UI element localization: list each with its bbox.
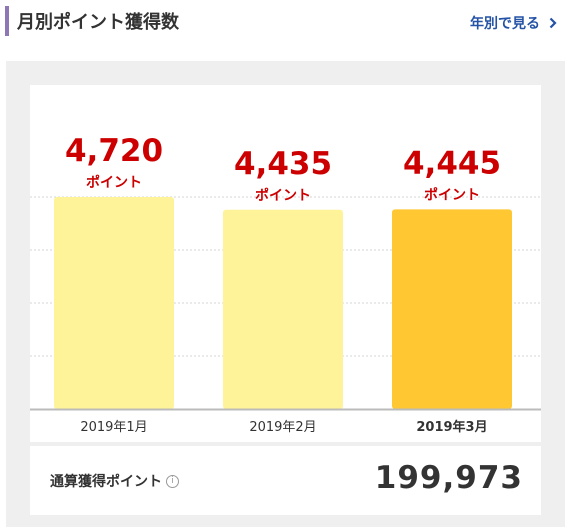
category-label-1: 2019年1月 (80, 420, 147, 435)
total-points-card: 通算獲得ポイント i 199,973 (30, 446, 541, 515)
unit-label-1: ポイント (86, 174, 142, 191)
chevron-right-icon (549, 17, 557, 29)
total-points-value: 199,973 (374, 460, 523, 496)
value-label-1: 4,720 (65, 133, 163, 169)
unit-label-2: ポイント (255, 187, 311, 204)
category-label-3: 2019年3月 (416, 419, 487, 435)
page-header: 月別ポイント獲得数 年別で見る (0, 0, 565, 46)
bar-3 (392, 209, 512, 409)
bar-1 (54, 197, 174, 409)
value-label-2: 4,435 (234, 146, 332, 182)
header-accent-bar (5, 6, 9, 36)
bar-2 (223, 209, 343, 409)
info-icon[interactable]: i (166, 474, 179, 488)
value-label-3: 4,445 (403, 145, 501, 181)
view-by-year-label: 年別で見る (470, 16, 540, 32)
bar-chart: 4,720 ポイント 2019年1月 4,435 ポイント 2019年2月 4,445 ポイン… (30, 133, 541, 435)
total-points-label: 通算獲得ポイント (50, 474, 162, 490)
page-title: 月別ポイント獲得数 (17, 12, 179, 33)
monthly-points-chart: 4,720 ポイント 2019年1月 4,435 ポイント 2019年2月 4,445 ポイン… (30, 85, 541, 442)
total-points-label-group: 通算獲得ポイント i (50, 471, 179, 491)
unit-label-3: ポイント (424, 186, 480, 203)
category-label-2: 2019年2月 (249, 420, 316, 435)
view-by-year-link[interactable]: 年別で見る (470, 13, 557, 33)
